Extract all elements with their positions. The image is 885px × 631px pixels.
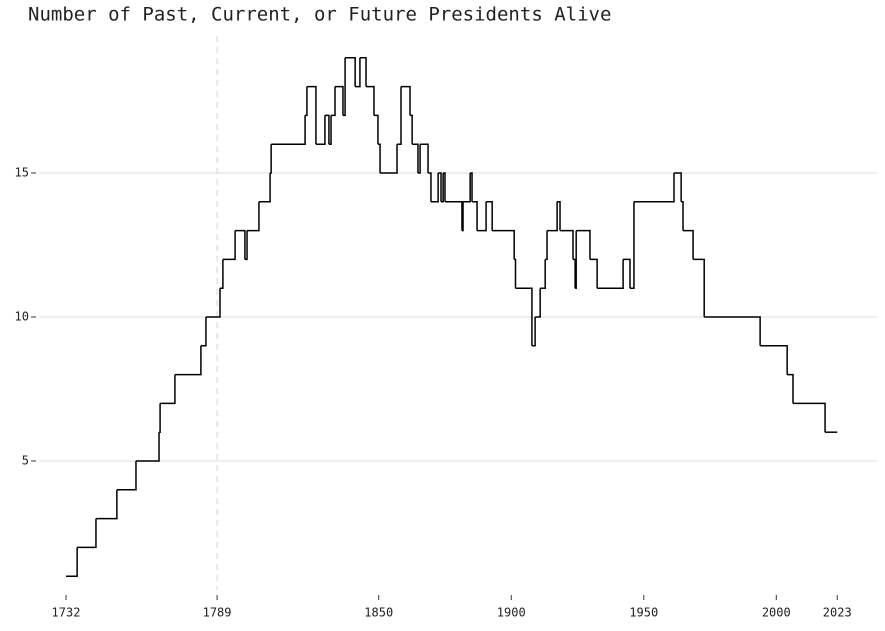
step-segment bbox=[514, 258, 517, 289]
step-segment bbox=[461, 201, 464, 232]
step-segment bbox=[545, 230, 548, 261]
step-segment bbox=[515, 287, 533, 346]
step-segment bbox=[328, 115, 332, 145]
step-segment bbox=[244, 230, 248, 261]
step-segment bbox=[366, 85, 375, 116]
step-segment bbox=[306, 85, 317, 145]
step-segment bbox=[704, 316, 761, 346]
x-tick-label: 1950 bbox=[629, 606, 658, 620]
step-segment bbox=[575, 230, 577, 289]
step-segment bbox=[397, 86, 402, 145]
chart-title: Number of Past, Current, or Future Presi… bbox=[28, 4, 611, 26]
y-tick-label: 10 bbox=[15, 310, 29, 324]
step-segment bbox=[305, 86, 308, 117]
step-segment bbox=[342, 57, 346, 117]
step-segment bbox=[420, 143, 429, 173]
step-segment bbox=[247, 201, 260, 232]
step-segment bbox=[77, 518, 97, 549]
step-segment bbox=[270, 144, 272, 174]
step-segment bbox=[235, 229, 246, 260]
step-segment bbox=[463, 173, 471, 203]
step-segment bbox=[547, 201, 558, 232]
step-segment bbox=[760, 345, 788, 375]
step-segment bbox=[535, 288, 541, 318]
x-tick-label: 2023 bbox=[823, 606, 852, 620]
x-tick-label: 1900 bbox=[497, 606, 526, 620]
step-segment bbox=[792, 402, 826, 433]
step-segment bbox=[200, 317, 207, 347]
step-segment bbox=[331, 86, 336, 117]
step-segment bbox=[174, 345, 202, 376]
step-segment bbox=[477, 201, 487, 232]
x-tick-label: 1850 bbox=[364, 606, 393, 620]
step-segment bbox=[159, 403, 161, 433]
step-segment bbox=[410, 114, 413, 145]
step-segment bbox=[576, 229, 591, 260]
step-segment bbox=[492, 229, 515, 260]
x-tick-label: 1789 bbox=[203, 606, 232, 620]
step-segment bbox=[693, 258, 705, 317]
step-segment bbox=[430, 173, 439, 203]
step-segment bbox=[787, 373, 794, 404]
step-segment bbox=[66, 547, 78, 577]
step-segment bbox=[222, 230, 236, 261]
step-segment bbox=[486, 201, 493, 231]
step-segment bbox=[345, 57, 356, 87]
step-segment bbox=[470, 172, 473, 202]
step-segment bbox=[573, 258, 576, 289]
step-segment bbox=[380, 144, 398, 174]
step-segment bbox=[682, 229, 694, 260]
step-segment bbox=[258, 173, 271, 203]
step-segment bbox=[412, 143, 419, 173]
y-tick-label: 15 bbox=[15, 166, 29, 180]
step-segment bbox=[633, 173, 675, 203]
step-segment bbox=[324, 114, 330, 145]
step-segment bbox=[135, 432, 160, 462]
step-segment bbox=[472, 201, 478, 231]
step-segment bbox=[444, 201, 463, 231]
step-segment bbox=[623, 258, 631, 289]
step-segment bbox=[560, 229, 574, 260]
step-segment bbox=[116, 461, 137, 491]
step-segment bbox=[355, 57, 361, 88]
step-segment bbox=[557, 201, 561, 231]
step-segment bbox=[438, 172, 442, 202]
step-segment bbox=[219, 259, 224, 289]
step-segment bbox=[417, 144, 421, 174]
step-segment bbox=[160, 374, 176, 405]
x-tick-label: 1732 bbox=[52, 606, 81, 620]
step-segment bbox=[673, 172, 682, 202]
step-segment bbox=[401, 85, 411, 116]
step-segment bbox=[205, 288, 221, 318]
step-segment bbox=[271, 115, 306, 145]
step-segment bbox=[428, 172, 432, 202]
step-segment bbox=[531, 317, 536, 347]
step-segment bbox=[681, 201, 684, 231]
step-segment bbox=[443, 172, 446, 202]
step-segment bbox=[597, 259, 624, 289]
x-tick-label: 2000 bbox=[762, 606, 791, 620]
y-tick-label: 5 bbox=[22, 454, 29, 468]
step-segment bbox=[589, 258, 598, 289]
step-segment bbox=[95, 489, 118, 520]
step-segment bbox=[315, 115, 326, 145]
step-segment bbox=[335, 85, 344, 116]
step-segment bbox=[373, 114, 379, 145]
step-segment bbox=[441, 173, 444, 203]
step-segment bbox=[377, 143, 381, 173]
step-segment bbox=[359, 57, 367, 87]
step-segment bbox=[540, 259, 546, 289]
step-segment bbox=[629, 201, 635, 289]
